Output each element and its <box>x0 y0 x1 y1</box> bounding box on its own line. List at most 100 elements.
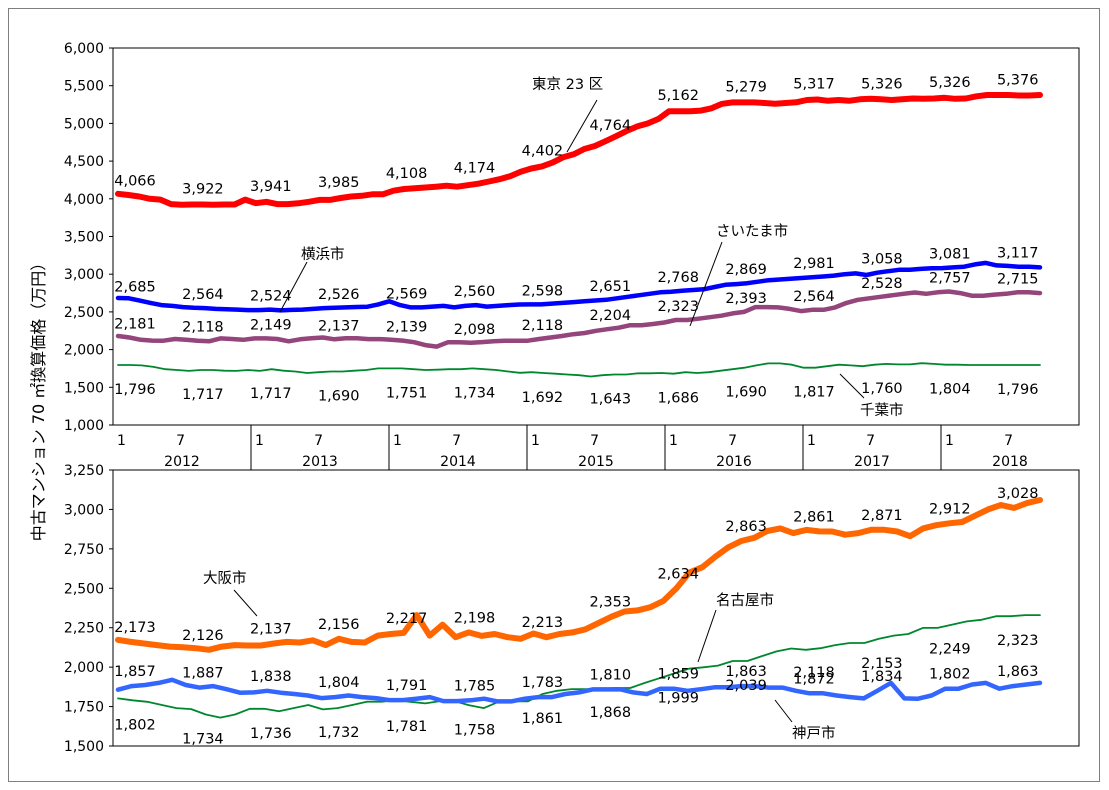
upper-label-0-1: 3,922 <box>182 181 224 197</box>
lower-label-1-3: 1,732 <box>318 725 360 741</box>
upper-label-2-3: 2,137 <box>318 318 360 334</box>
upper-tick-label-0: 1,000 <box>64 418 104 434</box>
lower-tick-label-7: 3,250 <box>64 463 104 479</box>
upper-label-2-5: 2,098 <box>454 322 496 338</box>
lower-label-2-5: 1,785 <box>454 678 496 694</box>
upper-label-0-2: 3,941 <box>250 179 292 195</box>
upper-tick-label-3: 2,500 <box>64 305 104 321</box>
upper-label-3-10: 1,817 <box>793 385 835 401</box>
lower-label-0-4: 2,217 <box>386 611 428 627</box>
lower-label-1-11: 2,153 <box>861 656 903 672</box>
year-label-2016: 2016 <box>716 454 752 470</box>
upper-label-1-4: 2,569 <box>386 286 428 302</box>
lower-label-1-0: 1,802 <box>114 717 156 733</box>
upper-label-2-4: 2,139 <box>386 320 428 336</box>
lower-label-1-12: 2,249 <box>929 642 971 658</box>
upper-label-3-12: 1,804 <box>929 382 971 398</box>
chart-frame <box>8 8 1100 782</box>
lower-data-labels: 2,173 2,126 2,137 2,156 2,217 2,198 2,213 2,353… <box>114 486 1038 748</box>
upper-label-1-9: 2,869 <box>725 262 767 278</box>
upper-tick-label-4: 3,000 <box>64 267 104 283</box>
upper-label-1-0: 2,685 <box>114 280 156 296</box>
lower-tick-label-5: 2,750 <box>64 542 104 558</box>
lower-label-2-6: 1,783 <box>522 675 564 691</box>
lower-label-0-12: 2,912 <box>929 501 971 517</box>
lower-label-1-1: 1,734 <box>182 731 224 747</box>
series-line-2 <box>115 289 1043 349</box>
upper-label-0-10: 5,317 <box>793 76 835 92</box>
upper-label-3-2: 1,717 <box>250 386 292 402</box>
lower-label-0-7: 2,353 <box>590 595 632 611</box>
callout-nagoya: 名古屋市 <box>716 592 774 609</box>
month-label-7-2015: 7 <box>590 433 599 449</box>
upper-label-3-1: 1,717 <box>182 387 224 403</box>
lower-label-1-5: 1,758 <box>454 722 496 738</box>
month-label-7-2017: 7 <box>866 433 875 449</box>
lower-y-ticks: 1,500 1,750 2,000 2,250 2,500 2,750 3,000 3,250 <box>64 463 113 755</box>
upper-label-2-2: 2,149 <box>250 317 292 333</box>
x-axis: 1 7 2012 1 7 2013 1 7 2014 1 7 2015 1 7 2016 1 7 2017 1 7 20… <box>117 425 1028 470</box>
upper-data-labels: 4,066 3,922 3,941 3,985 4,108 4,174 4,402 4,764… <box>114 73 1038 408</box>
upper-label-3-7: 1,643 <box>590 391 632 407</box>
upper-label-0-6: 4,402 <box>522 143 564 159</box>
lower-label-0-9: 2,863 <box>725 519 767 535</box>
upper-label-0-9: 5,279 <box>725 79 767 95</box>
month-label-7-2012: 7 <box>176 433 185 449</box>
upper-label-1-5: 2,560 <box>454 284 496 300</box>
series-line-0 <box>115 92 1043 208</box>
upper-label-3-4: 1,751 <box>386 385 428 401</box>
upper-tick-label-5: 3,500 <box>64 230 104 246</box>
upper-tick-label-6: 4,000 <box>64 192 104 208</box>
lower-label-1-2: 1,736 <box>250 726 292 742</box>
lower-label-1-6: 1,861 <box>522 711 564 727</box>
lower-series-lines <box>115 497 1043 719</box>
year-label-2013: 2013 <box>302 454 338 470</box>
y-axis-title: 中古マンション 70 ㎡換算価格（万円） <box>29 255 48 542</box>
upper-series-lines <box>115 92 1043 378</box>
series-line-0 <box>115 497 1043 653</box>
upper-label-2-7: 2,204 <box>590 308 632 324</box>
lower-tick-label-2: 2,000 <box>64 660 104 676</box>
upper-label-1-7: 2,651 <box>590 279 632 295</box>
upper-plot-area <box>112 47 1080 426</box>
upper-label-3-0: 1,796 <box>114 382 156 398</box>
callout-chiba: 千葉市 <box>860 402 904 419</box>
lower-label-0-11: 2,871 <box>861 508 903 524</box>
upper-y-ticks: 1,000 1,500 2,000 2,500 3,000 3,500 4,000 4,500… <box>64 41 113 434</box>
year-label-2015: 2015 <box>578 454 614 470</box>
lower-tick-label-1: 1,750 <box>64 700 104 716</box>
upper-label-2-13: 2,715 <box>997 271 1039 287</box>
upper-tick-label-7: 4,500 <box>64 154 104 170</box>
upper-tick-label-1: 1,500 <box>64 380 104 396</box>
lower-label-0-3: 2,156 <box>318 617 360 633</box>
series-line-1 <box>115 260 1043 313</box>
month-label-1-2015: 1 <box>531 433 540 449</box>
upper-label-0-13: 5,376 <box>997 73 1039 89</box>
upper-tick-label-2: 2,000 <box>64 343 104 359</box>
upper-tick-label-8: 5,000 <box>64 116 104 132</box>
lower-label-2-3: 1,804 <box>318 675 360 691</box>
year-label-2018: 2018 <box>992 454 1028 470</box>
upper-label-2-6: 2,118 <box>522 318 564 334</box>
upper-label-2-8: 2,323 <box>657 299 699 315</box>
month-label-1-2014: 1 <box>393 433 402 449</box>
series-line-1 <box>117 614 1041 719</box>
series-line-2 <box>115 677 1043 704</box>
upper-label-3-13: 1,796 <box>997 382 1039 398</box>
lower-label-0-6: 2,213 <box>522 615 564 631</box>
year-label-2017: 2017 <box>854 454 890 470</box>
upper-label-3-11: 1,760 <box>861 381 903 397</box>
lower-label-2-0: 1,857 <box>114 664 156 680</box>
upper-label-0-0: 4,066 <box>114 174 156 190</box>
lower-tick-label-4: 2,500 <box>64 581 104 597</box>
upper-label-2-11: 2,528 <box>861 276 903 292</box>
month-label-1-2013: 1 <box>255 433 264 449</box>
upper-label-1-13: 3,117 <box>997 246 1039 262</box>
lower-label-0-2: 2,137 <box>250 621 292 637</box>
lower-label-0-1: 2,126 <box>182 628 224 644</box>
upper-label-1-8: 2,768 <box>657 270 699 286</box>
lower-label-1-4: 1,781 <box>386 719 428 735</box>
upper-label-2-0: 2,181 <box>114 317 156 333</box>
lower-label-0-5: 2,198 <box>454 610 496 626</box>
lower-label-2-4: 1,791 <box>386 678 428 694</box>
